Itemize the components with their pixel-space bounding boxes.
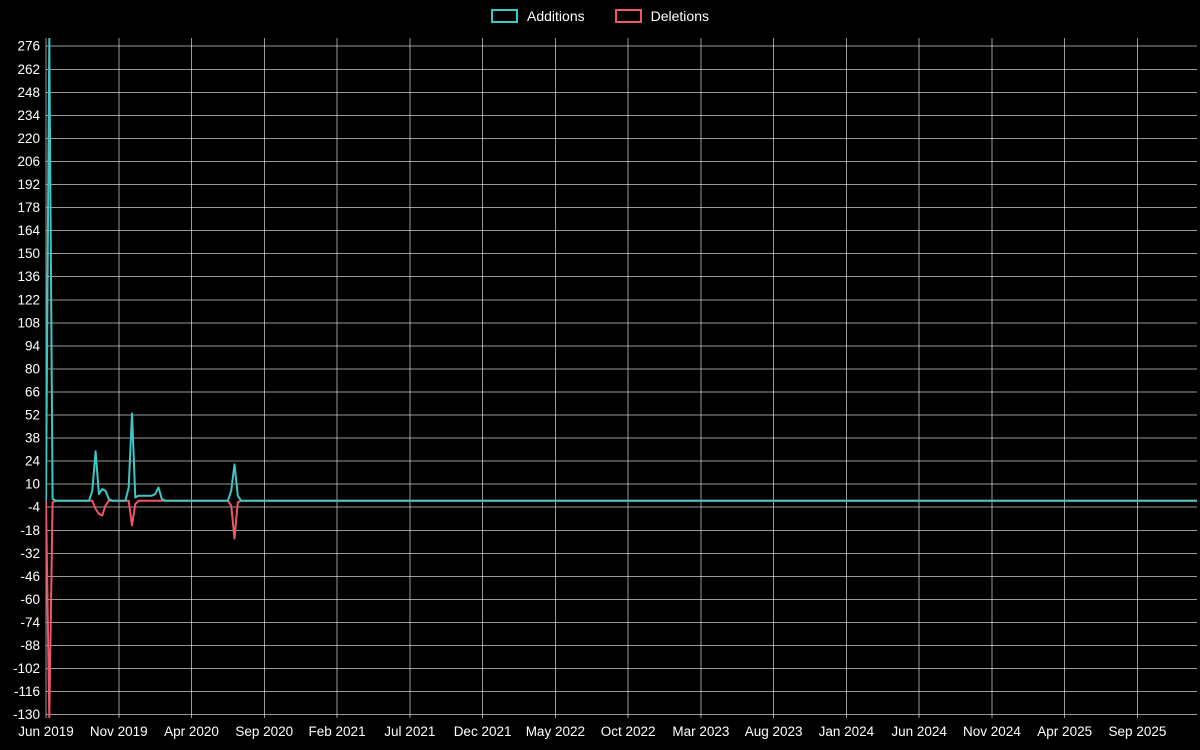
svg-text:Oct 2022: Oct 2022 [601, 724, 656, 739]
svg-text:-32: -32 [20, 546, 40, 561]
svg-text:108: 108 [17, 315, 40, 330]
svg-text:Feb 2021: Feb 2021 [309, 724, 366, 739]
svg-text:66: 66 [25, 384, 40, 399]
svg-text:38: 38 [25, 431, 40, 446]
svg-text:164: 164 [17, 223, 40, 238]
svg-text:178: 178 [17, 200, 40, 215]
svg-text:80: 80 [25, 361, 40, 376]
svg-text:Aug 2023: Aug 2023 [745, 724, 803, 739]
deletions-swatch-icon [614, 9, 642, 23]
svg-text:Dec 2021: Dec 2021 [454, 724, 512, 739]
svg-text:-102: -102 [13, 661, 40, 676]
legend-item-deletions[interactable]: Deletions [614, 8, 709, 24]
legend-label-additions: Additions [527, 8, 585, 24]
svg-text:Jul 2021: Jul 2021 [384, 724, 435, 739]
svg-text:Mar 2023: Mar 2023 [672, 724, 729, 739]
additions-swatch-icon [491, 9, 519, 23]
svg-text:262: 262 [17, 62, 40, 77]
svg-text:Sep 2025: Sep 2025 [1109, 724, 1167, 739]
additions-line [46, 38, 1197, 502]
svg-text:Nov 2019: Nov 2019 [90, 724, 148, 739]
gridlines [45, 38, 1197, 718]
svg-text:-46: -46 [20, 569, 40, 584]
svg-text:-116: -116 [14, 684, 40, 699]
svg-text:234: 234 [17, 108, 40, 123]
svg-text:192: 192 [17, 177, 40, 192]
svg-text:122: 122 [17, 292, 40, 307]
svg-text:May 2022: May 2022 [526, 724, 585, 739]
svg-text:206: 206 [17, 154, 40, 169]
svg-text:-130: -130 [13, 707, 40, 722]
svg-text:Jun 2019: Jun 2019 [18, 724, 74, 739]
svg-text:Apr 2020: Apr 2020 [164, 724, 219, 739]
svg-text:150: 150 [17, 246, 40, 261]
svg-text:Sep 2020: Sep 2020 [235, 724, 293, 739]
svg-text:Nov 2024: Nov 2024 [963, 724, 1021, 739]
svg-text:-18: -18 [20, 523, 40, 538]
svg-text:220: 220 [17, 131, 40, 146]
x-tick-labels: Jun 2019 Nov 2019 Apr 2020 Sep 2020 Feb 2021… [18, 724, 1166, 739]
svg-text:52: 52 [25, 408, 40, 423]
svg-text:-4: -4 [28, 500, 40, 515]
y-tick-labels: 276 262 248 234 220 206 192 178 164 150 136 122 108 9… [13, 39, 41, 722]
legend-item-additions[interactable]: Additions [491, 8, 585, 24]
svg-text:248: 248 [17, 85, 40, 100]
series-lines [46, 38, 1197, 718]
deletions-line [46, 499, 1197, 718]
svg-text:-88: -88 [20, 638, 40, 653]
svg-text:276: 276 [17, 39, 40, 54]
svg-text:Apr 2025: Apr 2025 [1037, 724, 1092, 739]
svg-text:24: 24 [25, 454, 41, 469]
legend: Additions Deletions [0, 8, 1200, 24]
svg-text:Jan 2024: Jan 2024 [819, 724, 875, 739]
svg-text:10: 10 [25, 477, 40, 492]
svg-text:Jun 2024: Jun 2024 [891, 724, 947, 739]
svg-text:94: 94 [25, 338, 41, 353]
legend-label-deletions: Deletions [650, 8, 709, 24]
svg-text:136: 136 [17, 269, 40, 284]
svg-text:-74: -74 [20, 615, 40, 630]
svg-text:-60: -60 [20, 592, 40, 607]
